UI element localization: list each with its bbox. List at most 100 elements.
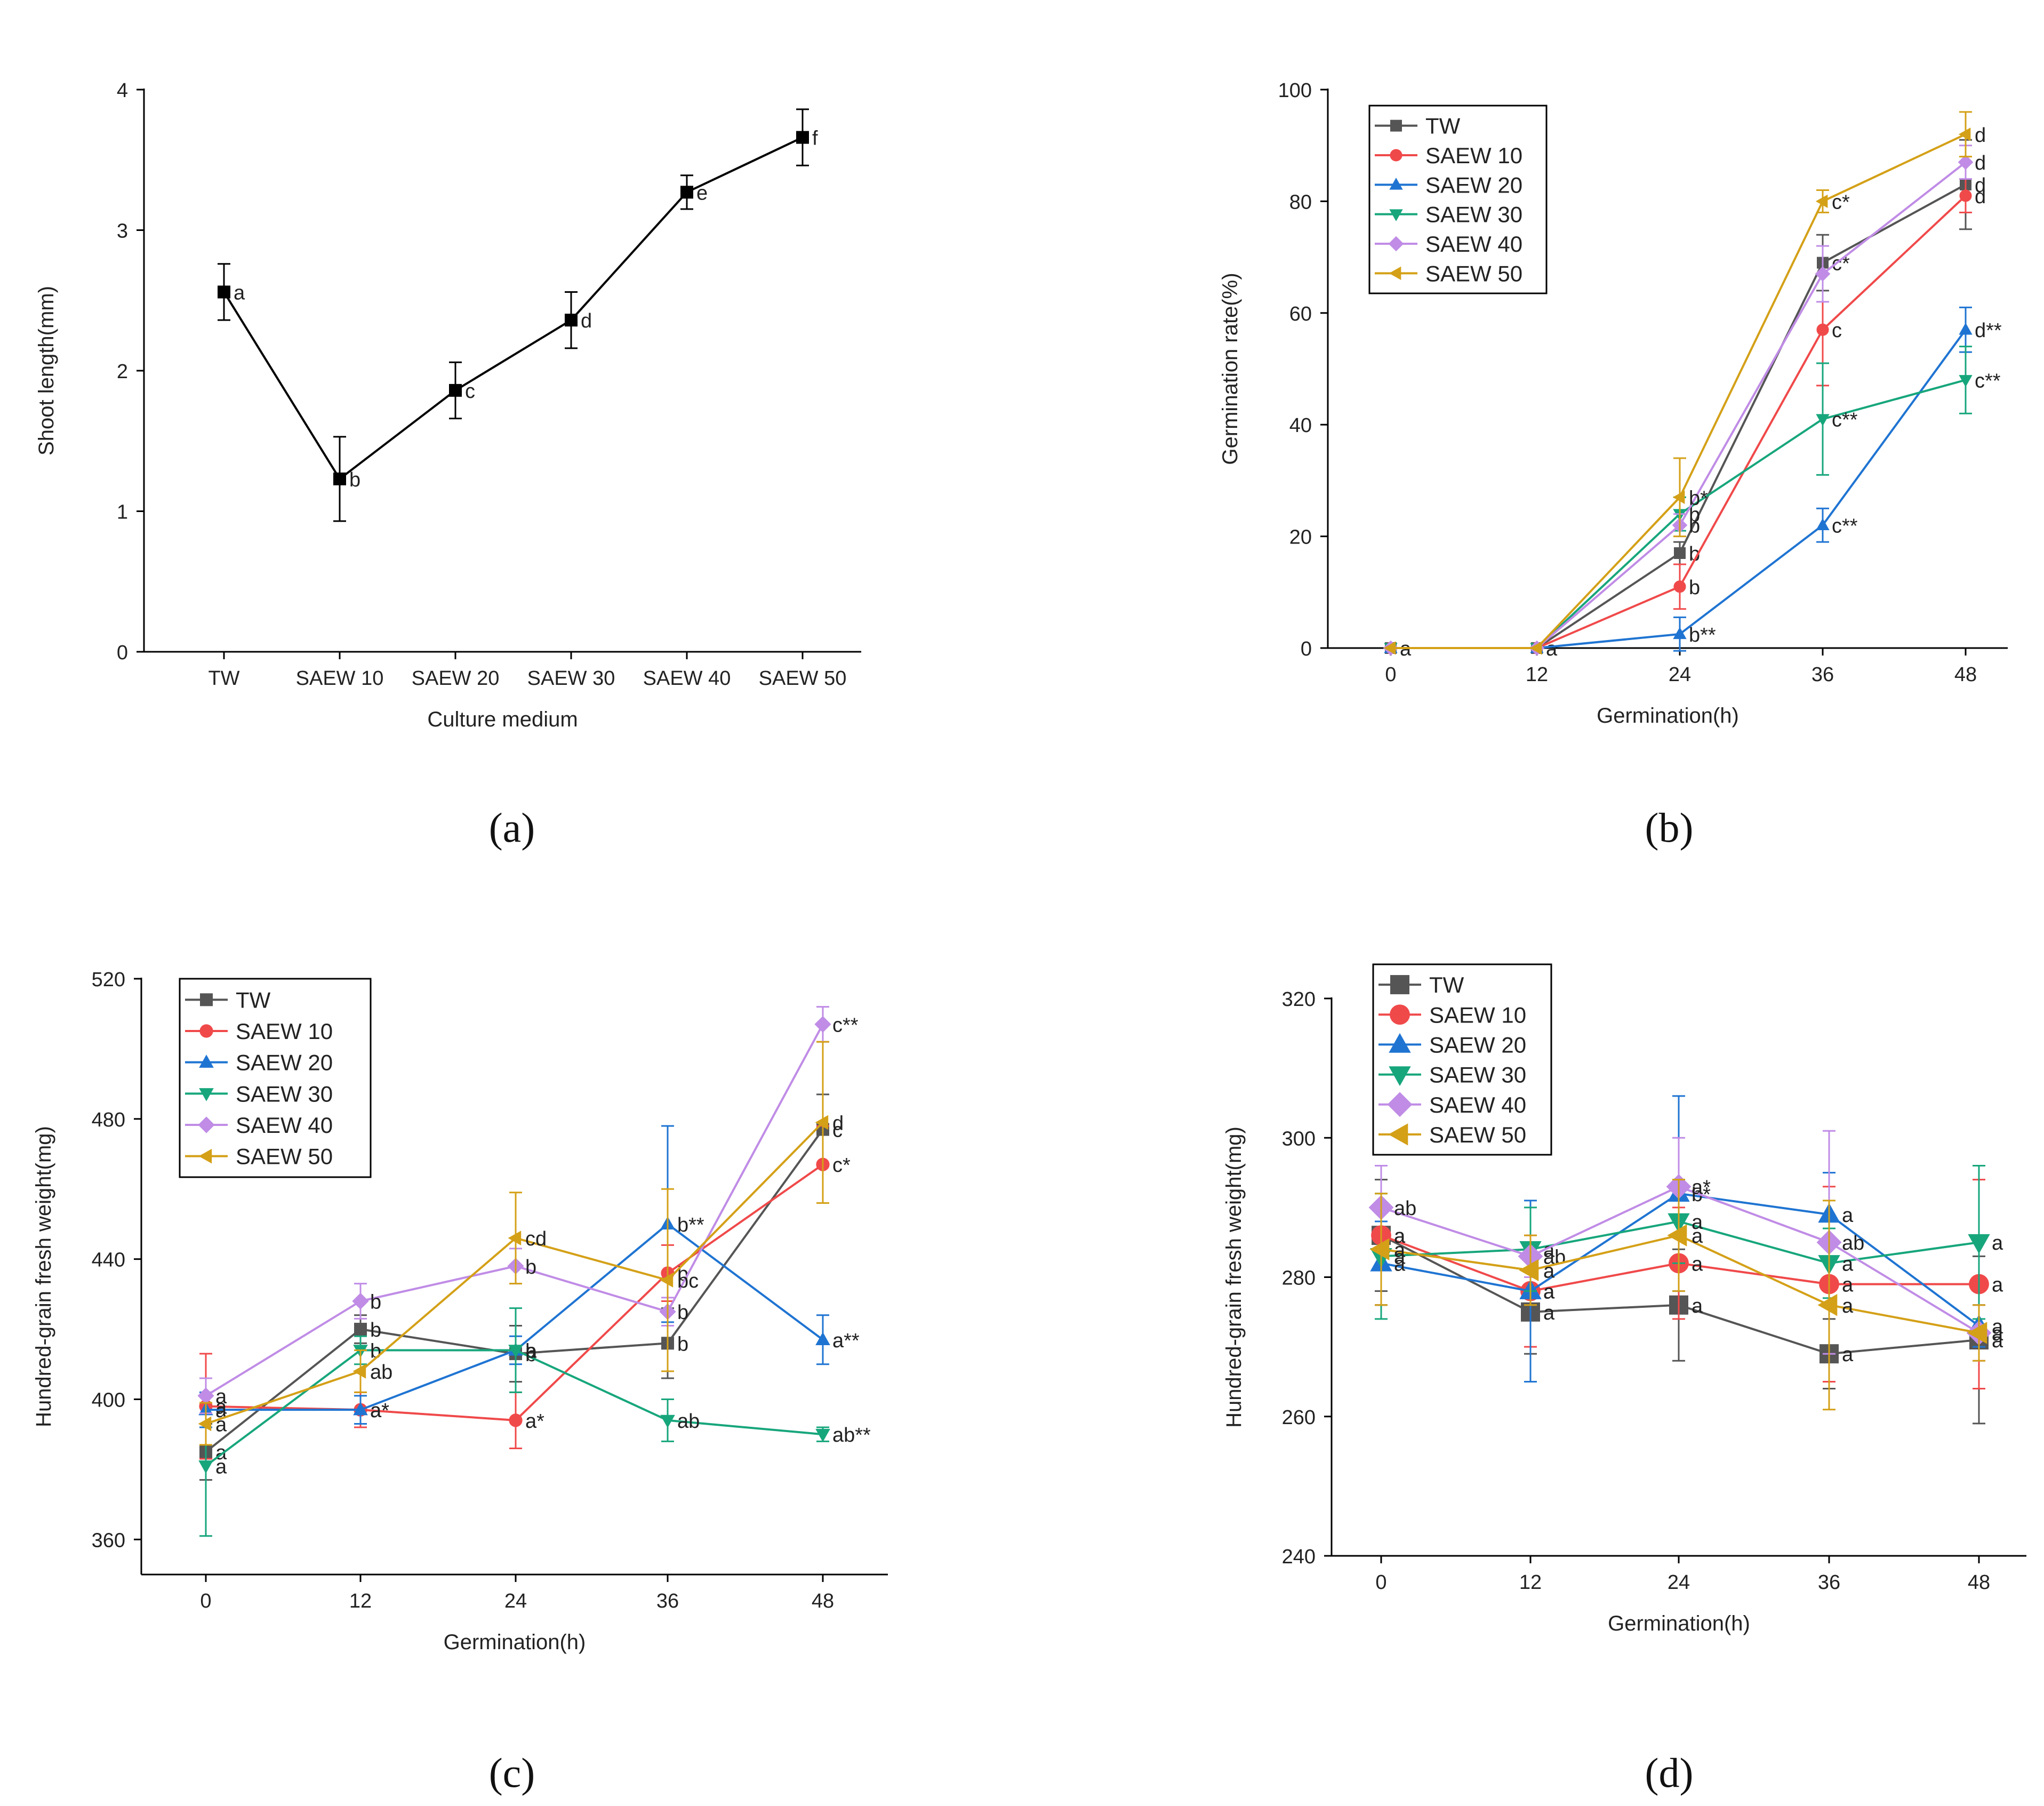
data-label: b — [677, 1333, 688, 1355]
data-label: a — [1692, 1295, 1703, 1317]
y-tick-label: 400 — [92, 1389, 125, 1411]
legend-marker — [1388, 236, 1404, 252]
series-line — [1391, 329, 1967, 649]
legend-label: TW — [236, 987, 271, 1012]
data-point — [198, 1460, 213, 1474]
legend-marker — [1389, 178, 1403, 190]
x-tick-label: 24 — [1668, 1571, 1690, 1594]
x-tick-label: SAEW 30 — [527, 667, 615, 690]
legend-box — [1372, 963, 1552, 1156]
data-point — [218, 285, 230, 299]
data-label: d — [1975, 174, 1986, 197]
legend: TW SAEW 10 SAEW 20 SAEW 30 SAEW 40 SAEW 50 — [1368, 105, 1548, 294]
data-label: a — [1992, 1316, 2003, 1338]
data-label: b — [525, 1340, 536, 1362]
data-label: a — [1543, 1260, 1555, 1282]
data-point — [1816, 414, 1830, 426]
data-point — [1817, 1294, 1838, 1316]
data-point — [1529, 641, 1542, 655]
data-point — [198, 1416, 212, 1432]
data-label: a — [1692, 1253, 1703, 1275]
legend-label: SAEW 50 — [236, 1144, 333, 1169]
data-label: a — [1992, 1323, 2003, 1345]
x-axis-title: Germination(h) — [444, 1631, 586, 1654]
data-label: a — [1543, 1281, 1555, 1304]
legend-label: SAEW 40 — [1429, 1092, 1526, 1117]
data-label: a — [1842, 1344, 1854, 1366]
data-label: a — [1842, 1204, 1854, 1227]
data-point — [796, 131, 809, 144]
data-label: d — [581, 310, 592, 332]
data-point — [1674, 547, 1686, 560]
data-point — [1959, 323, 1973, 335]
data-point — [1967, 1322, 1987, 1344]
y-tick-label: 20 — [1289, 526, 1312, 549]
data-label: b — [1689, 515, 1700, 538]
data-label: ab** — [832, 1424, 871, 1447]
data-point — [815, 1332, 830, 1345]
data-point — [1383, 641, 1396, 655]
legend-marker — [1390, 1004, 1410, 1025]
x-tick-label: 0 — [1375, 1571, 1386, 1594]
legend-marker — [1389, 1066, 1411, 1086]
legend-marker — [1390, 975, 1409, 995]
legend-label: TW — [1429, 972, 1464, 997]
data-label: a — [1394, 1225, 1406, 1248]
y-axis-title: Germination rate(%) — [1219, 273, 1242, 465]
y-tick-label: 0 — [117, 642, 128, 664]
data-label: d — [1975, 124, 1986, 147]
legend-label: SAEW 20 — [236, 1050, 333, 1075]
data-point — [815, 1428, 830, 1442]
x-tick-label: 48 — [1968, 1571, 1990, 1594]
y-tick-label: 100 — [1278, 79, 1312, 102]
data-label: c* — [1832, 191, 1850, 213]
data-label: a — [234, 282, 245, 304]
data-label: a* — [525, 1410, 544, 1433]
data-label: b — [370, 1291, 381, 1313]
panel-c-chart: 360 400 440 480 520 0 12 24 36 48 Germination(h) Hu… — [32, 969, 888, 1654]
data-point — [1959, 375, 1973, 387]
legend-marker — [1388, 1123, 1408, 1146]
data-point — [1959, 189, 1972, 202]
data-label: b* — [1689, 487, 1708, 509]
y-axis-title: Hundred-grain fresh weight(mg) — [1222, 1126, 1246, 1428]
y-tick-label: 260 — [1282, 1407, 1316, 1429]
y-tick-label: 4 — [117, 79, 128, 102]
data-point — [1958, 127, 1971, 141]
data-point — [353, 1402, 368, 1416]
x-axis-title: Germination(h) — [1597, 704, 1739, 728]
x-tick-label: 36 — [1811, 664, 1834, 686]
x-tick-label: 0 — [1385, 664, 1396, 686]
x-axis-title: Germination(h) — [1608, 1612, 1750, 1635]
legend-label: SAEW 40 — [1425, 231, 1522, 257]
legend-marker — [1387, 1092, 1413, 1117]
data-label: c** — [1832, 515, 1858, 538]
data-label: a — [1842, 1274, 1854, 1297]
y-tick-label: 2 — [117, 361, 128, 383]
legend-marker — [1389, 266, 1401, 280]
data-label: a* — [1692, 1177, 1711, 1199]
data-label: d — [1975, 152, 1986, 174]
data-label: ab — [370, 1361, 392, 1384]
data-label: c** — [1975, 370, 2001, 392]
data-label: c* — [832, 1154, 851, 1177]
x-tick-label: 12 — [1526, 664, 1548, 686]
data-point — [354, 1323, 367, 1336]
x-axis-title: Culture medium — [427, 708, 578, 731]
x-tick-label: 0 — [200, 1590, 211, 1612]
data-label: a — [215, 1413, 227, 1436]
data-label: a* — [370, 1400, 389, 1422]
data-point — [509, 1413, 523, 1427]
legend: TW SAEW 10 SAEW 20 SAEW 30 SAEW 40 SAEW 50 — [179, 978, 372, 1178]
y-tick-label: 240 — [1282, 1546, 1316, 1568]
legend-marker — [199, 1088, 214, 1101]
y-tick-label: 3 — [117, 220, 128, 243]
y-tick-label: 60 — [1289, 303, 1312, 325]
y-tick-label: 300 — [1282, 1128, 1316, 1150]
data-label: a — [1992, 1330, 2003, 1352]
data-point — [1673, 627, 1687, 640]
y-tick-label: 1 — [117, 501, 128, 524]
y-tick-label: 520 — [92, 969, 125, 991]
data-label: a — [1394, 1253, 1406, 1275]
